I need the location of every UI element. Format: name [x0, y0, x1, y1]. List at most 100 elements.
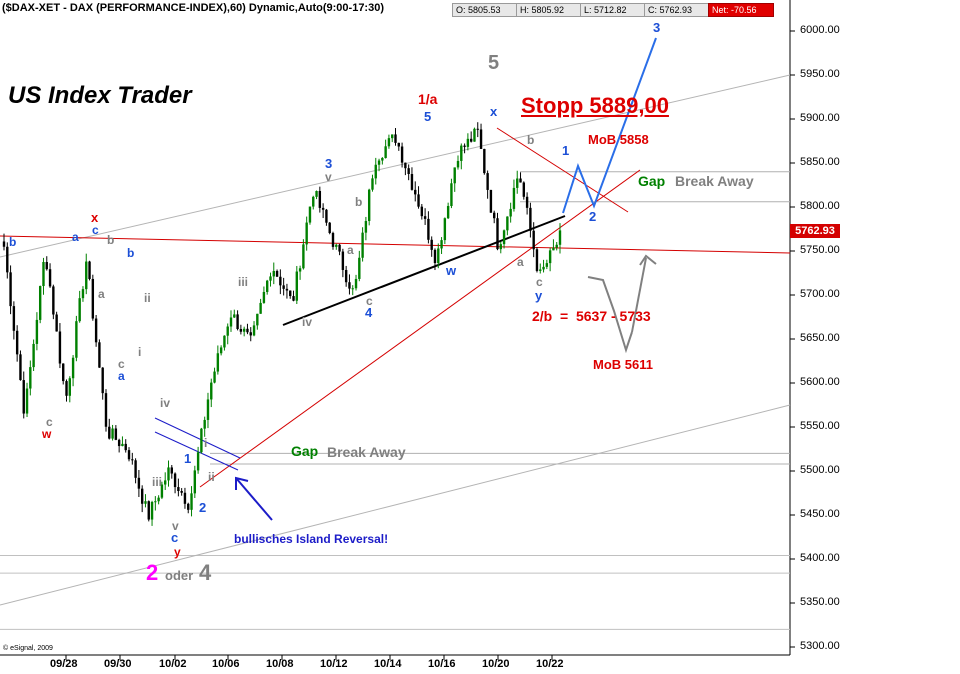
wave-label: 4 — [199, 560, 212, 585]
candle-body — [506, 216, 509, 231]
wave-label: iii — [238, 275, 249, 289]
gap-upper-word: Gap — [638, 173, 666, 189]
candle-body — [377, 160, 381, 165]
candle-body — [525, 196, 529, 208]
candle-body — [460, 145, 463, 161]
candle-body — [486, 173, 489, 190]
candle-body — [262, 291, 266, 303]
wave-label: iv — [160, 396, 171, 410]
candle-body — [108, 426, 111, 439]
candle-body — [404, 162, 407, 169]
candle-body — [22, 380, 25, 414]
copyright: © eSignal, 2009 — [3, 645, 53, 652]
candle-body — [381, 157, 384, 161]
candle-body — [529, 207, 532, 231]
wave-label: 2 — [199, 500, 207, 515]
grey-arrow-head — [639, 254, 657, 266]
candle-body — [315, 191, 318, 197]
candle-body — [384, 146, 387, 158]
candle-body — [252, 325, 256, 336]
wave-label: oder — [165, 568, 194, 583]
candle-body — [154, 501, 157, 503]
wave-label: b — [355, 195, 363, 209]
candle-body — [512, 187, 516, 209]
chart-title: ($DAX-XET - DAX (PERFORMANCE-INDEX),60) … — [2, 2, 384, 14]
candle-body — [321, 207, 325, 210]
wave-label: iii — [152, 475, 163, 489]
candle-body — [279, 276, 282, 286]
candle-body — [548, 250, 552, 264]
grey-scenario-up — [631, 257, 647, 333]
high-value: H: 5805.92 — [516, 3, 582, 17]
wave-label: 3 — [325, 156, 333, 171]
candle-body — [433, 249, 437, 264]
candle-body — [200, 428, 203, 453]
candle-body — [219, 347, 223, 354]
wave-label: 4 — [365, 305, 373, 320]
wave-label: v — [325, 170, 332, 184]
candle-body — [177, 487, 180, 492]
x-tick-label: 10/20 — [482, 658, 510, 670]
candle-body — [453, 167, 456, 184]
candle-body — [147, 501, 150, 520]
candle-body — [555, 244, 558, 248]
wave-label: c — [118, 357, 125, 371]
wave-label: 2 — [589, 209, 597, 224]
candle-body — [354, 278, 358, 289]
candle-body — [111, 428, 114, 439]
candle-body — [552, 247, 555, 251]
candle-body — [443, 218, 447, 241]
candle-body — [35, 319, 39, 344]
candle-body — [374, 164, 377, 179]
candle-body — [308, 206, 312, 223]
wave-label: 1 — [184, 451, 192, 466]
candle-body — [223, 335, 226, 348]
candles — [2, 122, 562, 526]
wave-label: i — [138, 345, 142, 359]
candle-body — [229, 317, 233, 327]
candle-body — [417, 194, 420, 207]
candle-body — [305, 222, 308, 245]
wave-label: b — [9, 235, 17, 249]
candle-body — [440, 240, 443, 249]
candle-body — [427, 218, 430, 240]
candle-body — [351, 288, 354, 290]
wave-label: c — [366, 294, 373, 308]
mob-upper-label: MoB 5858 — [588, 132, 649, 147]
candle-body — [233, 314, 236, 318]
y-tick-label: 5900.00 — [800, 112, 840, 124]
candle-body — [65, 381, 68, 396]
candle-body — [414, 189, 417, 195]
wave-label: w — [446, 263, 457, 278]
candle-body — [335, 244, 338, 247]
y-tick-label: 5750.00 — [800, 244, 840, 256]
island-reversal-label: bullisches Island Reversal! — [234, 532, 389, 546]
candle-body — [19, 354, 22, 381]
candle-body — [542, 266, 545, 270]
candle-body — [437, 248, 440, 264]
candle-body — [206, 399, 210, 420]
candle-body — [203, 419, 206, 429]
wave-label: b — [127, 246, 135, 260]
wave-label: iv — [302, 315, 313, 329]
y-tick-label: 5350.00 — [800, 596, 840, 608]
wave-label: i — [204, 436, 208, 450]
wave-label: 3 — [653, 20, 661, 35]
grey-scenario-path — [587, 276, 633, 354]
candle-body — [52, 286, 55, 315]
wave-label: a — [72, 230, 79, 244]
candle-body — [387, 138, 391, 147]
candle-body — [344, 269, 348, 283]
candle-body — [81, 289, 85, 299]
candle-body — [391, 134, 394, 139]
island-arrow — [235, 477, 273, 521]
candle-body — [144, 501, 147, 504]
wedge-lower-line — [154, 431, 239, 471]
candle-body — [394, 134, 397, 143]
upper-channel-line — [0, 74, 791, 258]
y-tick-label: 5800.00 — [800, 200, 840, 212]
black-trend-line — [282, 215, 566, 326]
candle-body — [285, 288, 289, 291]
